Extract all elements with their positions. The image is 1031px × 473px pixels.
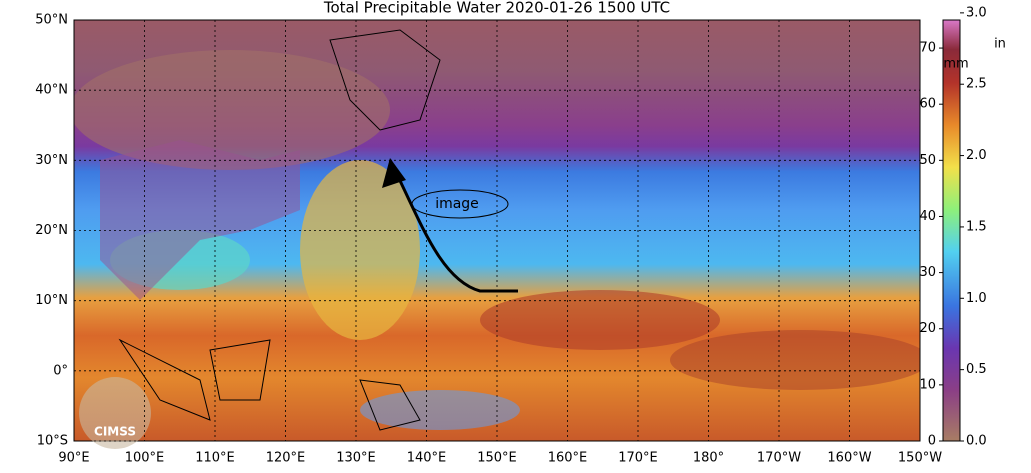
in-tick-label: 1.5 bbox=[966, 219, 987, 234]
lat-label: 10°S bbox=[37, 434, 68, 449]
lon-label: 110°E bbox=[195, 451, 235, 466]
lat-label: 40°N bbox=[35, 83, 68, 98]
arrow bbox=[388, 159, 518, 293]
lon-label: 150°W bbox=[898, 451, 942, 466]
annotation-ellipse bbox=[411, 189, 509, 219]
mm-tick-label: 40 bbox=[919, 209, 936, 224]
mm-unit: mm bbox=[943, 57, 968, 72]
lon-label: 180° bbox=[693, 451, 724, 466]
mm-tick-label: 30 bbox=[919, 265, 936, 280]
mm-tick-label: 0 bbox=[928, 434, 936, 449]
in-unit: in bbox=[994, 37, 1006, 52]
in-tick-label: 2.0 bbox=[966, 148, 987, 163]
in-tick-label: 0.0 bbox=[966, 434, 987, 449]
lon-label: 100°E bbox=[125, 451, 165, 466]
lat-label: 50°N bbox=[35, 13, 68, 28]
lat-label: 0° bbox=[53, 363, 68, 378]
map-title: Total Precipitable Water 2020-01-26 1500… bbox=[323, 0, 670, 17]
lon-label: 140°E bbox=[407, 451, 447, 466]
mm-tick-label: 10 bbox=[919, 377, 936, 392]
lon-label: 160°W bbox=[827, 451, 871, 466]
in-tick-label: 0.5 bbox=[966, 362, 987, 377]
in-tick-label: 2.5 bbox=[966, 77, 987, 92]
lon-label: 170°E bbox=[618, 451, 658, 466]
logo: CIMSS bbox=[94, 425, 136, 439]
mm-tick-label: 20 bbox=[919, 321, 936, 336]
mm-tick-label: 60 bbox=[919, 97, 936, 112]
logo-disc bbox=[79, 377, 151, 449]
in-tick-label: 1.0 bbox=[966, 291, 987, 306]
annotation: image bbox=[435, 196, 479, 212]
lon-label: 120°E bbox=[266, 451, 306, 466]
mm-tick-label: 50 bbox=[919, 153, 936, 168]
lat-label: 20°N bbox=[35, 223, 68, 238]
lon-label: 150°E bbox=[477, 451, 517, 466]
lat-label: 10°N bbox=[35, 293, 68, 308]
in-tick-label: 3.0 bbox=[966, 5, 987, 20]
colorbar bbox=[942, 19, 961, 442]
mm-tick-label: 70 bbox=[919, 41, 936, 56]
arrow-head bbox=[382, 158, 406, 188]
lat-label: 30°N bbox=[35, 153, 68, 168]
lon-label: 90°E bbox=[58, 451, 89, 466]
lon-label: 170°W bbox=[757, 451, 801, 466]
lon-label: 160°E bbox=[548, 451, 588, 466]
lon-label: 130°E bbox=[336, 451, 376, 466]
